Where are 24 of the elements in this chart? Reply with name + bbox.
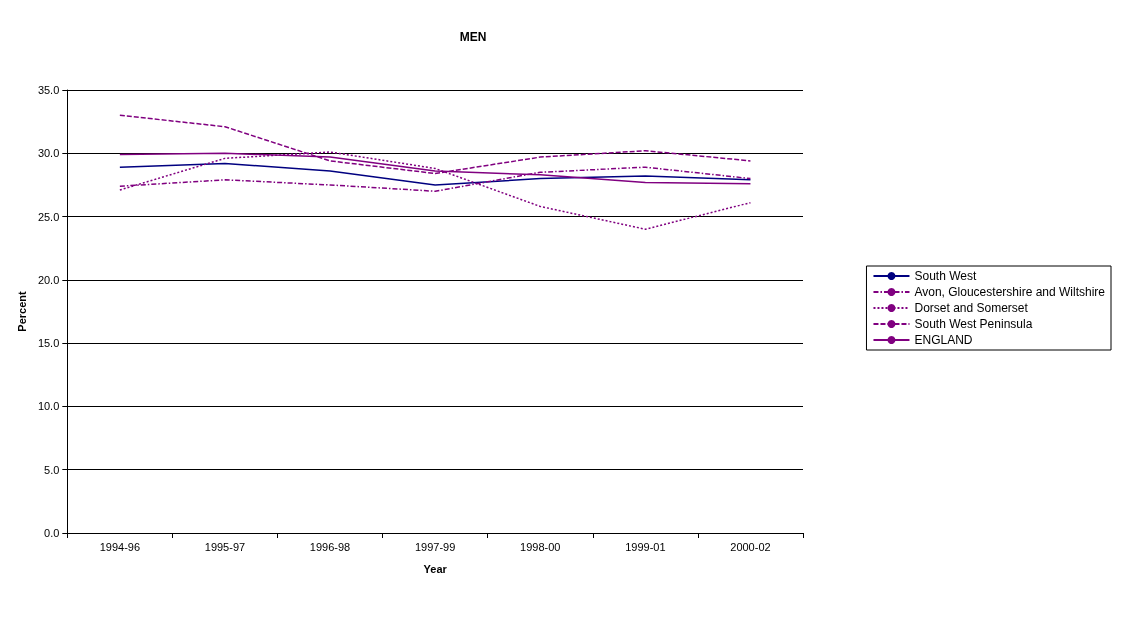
x-tick-label: 2000-02	[730, 540, 771, 553]
x-tick-label: 1996-98	[309, 540, 351, 553]
legend-label: Avon, Gloucestershire and Wiltshire	[914, 285, 1106, 299]
legend-label: ENGLAND	[914, 333, 973, 347]
legend-label: South West	[914, 269, 977, 283]
y-tick-label: 25.0	[37, 210, 60, 223]
y-tick-label: 30.0	[37, 147, 60, 160]
x-axis-title: Year	[423, 562, 448, 575]
x-tick-label: 1995-97	[204, 540, 246, 553]
y-axis-title: Percent	[15, 290, 28, 332]
x-tick-label: 1998-00	[520, 540, 561, 553]
legend-label: Dorset and Somerset	[914, 301, 1029, 315]
y-tick-label: 15.0	[37, 337, 60, 350]
x-tick-label: 1994-96	[99, 540, 141, 553]
y-tick-label: 5.0	[44, 463, 60, 476]
legend-label: South West Peninsula	[914, 317, 1033, 331]
y-tick-label: 35.0	[37, 84, 60, 96]
y-tick-label: 10.0	[37, 400, 60, 413]
x-tick-label: 1997-99	[414, 540, 456, 553]
y-tick-label: 0.0	[44, 527, 60, 539]
y-tick-label: 20.0	[37, 273, 60, 286]
line-series	[119, 162, 752, 186]
x-tick-label: 1999-01	[625, 540, 666, 553]
chart-title: MEN	[459, 30, 487, 44]
